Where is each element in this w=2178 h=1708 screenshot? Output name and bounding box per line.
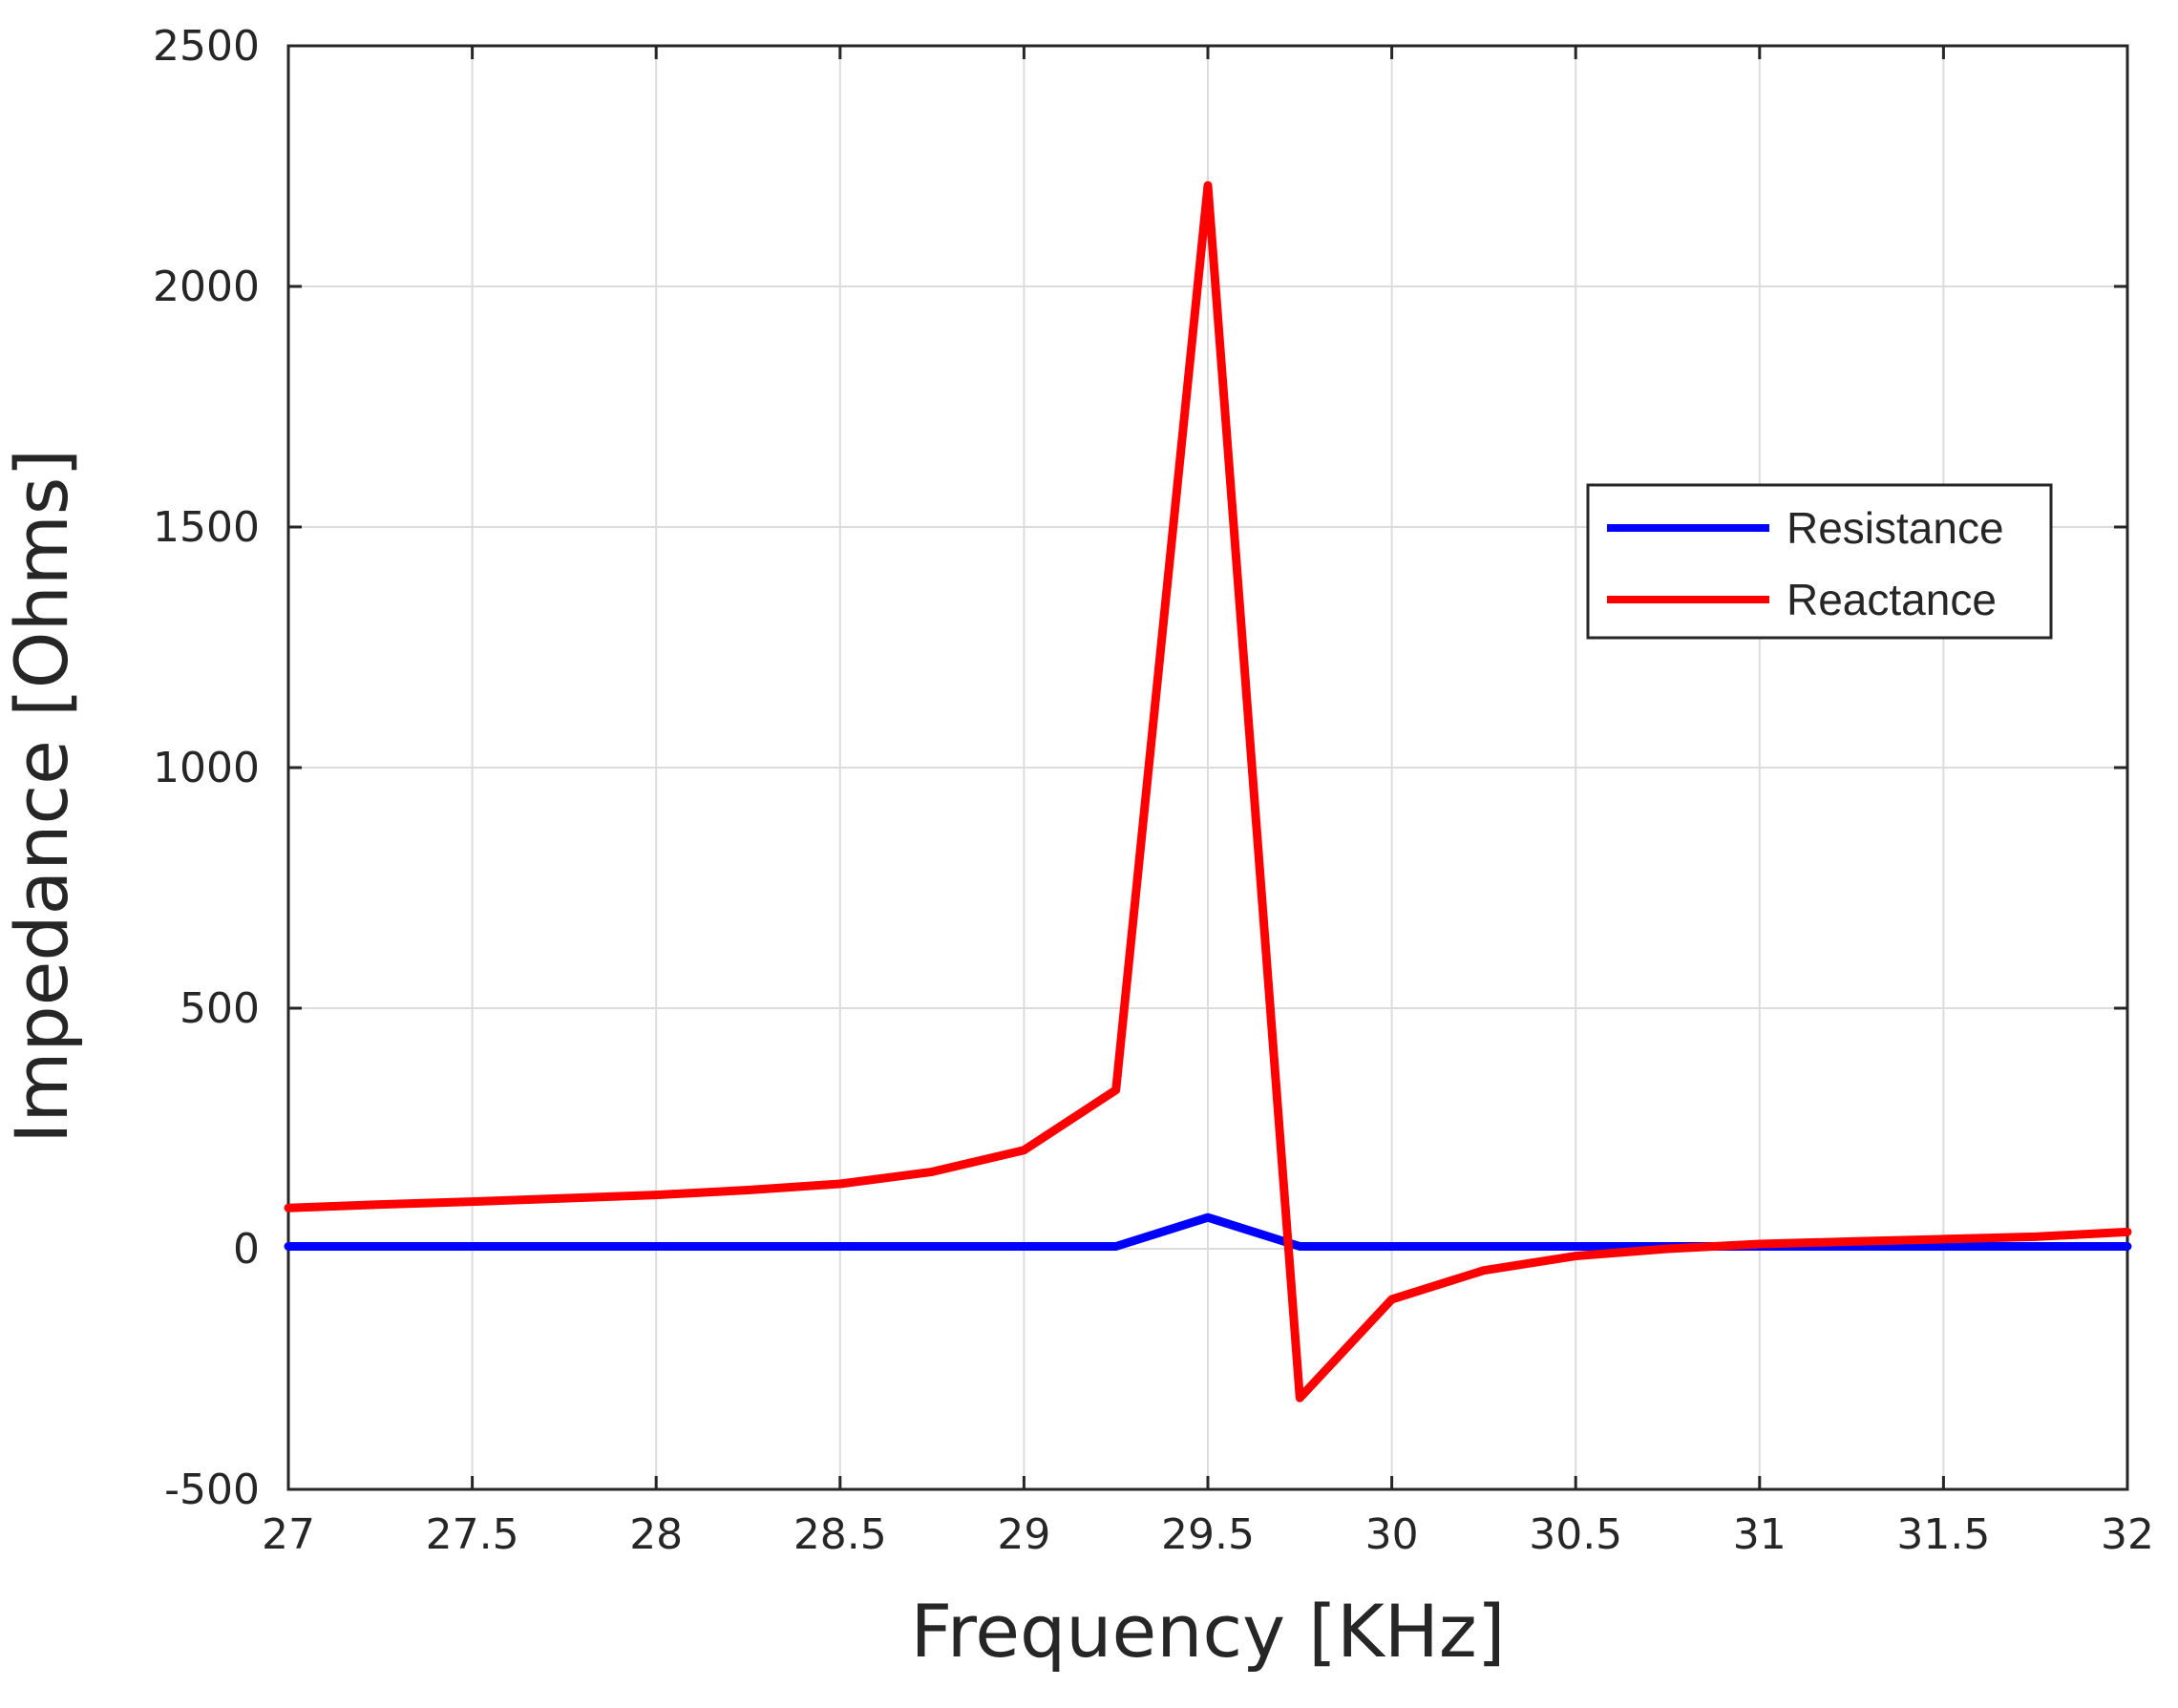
x-tick-label: 28 bbox=[629, 1510, 683, 1559]
y-tick-label: 2000 bbox=[153, 263, 260, 311]
x-tick-label: 28.5 bbox=[793, 1510, 887, 1559]
x-tick-label: 30 bbox=[1365, 1510, 1419, 1559]
y-tick-label: 1500 bbox=[153, 503, 260, 552]
x-tick-label: 32 bbox=[2101, 1510, 2154, 1559]
series-lines bbox=[284, 180, 2132, 1402]
x-tick-label: 31 bbox=[1733, 1510, 1787, 1559]
series-line-reactance bbox=[284, 180, 2132, 1402]
x-tick-label: 27.5 bbox=[426, 1510, 519, 1559]
legend-label-reactance: Reactance bbox=[1787, 575, 1997, 624]
legend-label-resistance: Resistance bbox=[1787, 503, 2004, 553]
x-tick-label: 29.5 bbox=[1161, 1510, 1255, 1559]
y-tick-label: -500 bbox=[164, 1466, 260, 1514]
y-tick-label: 500 bbox=[180, 984, 260, 1033]
x-tick-label: 29 bbox=[997, 1510, 1050, 1559]
y-tick-label: 0 bbox=[233, 1225, 260, 1274]
y-tick-label: 1000 bbox=[153, 744, 260, 792]
axis-ticks: 27 27.5 28 28.5 29 29.5 30 30.5 31 31.5 32 -500 0 500… bbox=[153, 22, 2154, 1559]
x-tick-label: 31.5 bbox=[1896, 1510, 1990, 1559]
legend-box bbox=[1586, 483, 2053, 640]
x-tick-label: 30.5 bbox=[1529, 1510, 1622, 1559]
x-axis-label: Frequency [KHz] bbox=[911, 1589, 1506, 1674]
y-tick-label: 2500 bbox=[153, 22, 260, 71]
legend: Resistance Reactance bbox=[1586, 483, 2053, 640]
x-tick-label: 27 bbox=[262, 1510, 315, 1559]
y-axis-label: Impedance [Ohms] bbox=[0, 449, 84, 1144]
